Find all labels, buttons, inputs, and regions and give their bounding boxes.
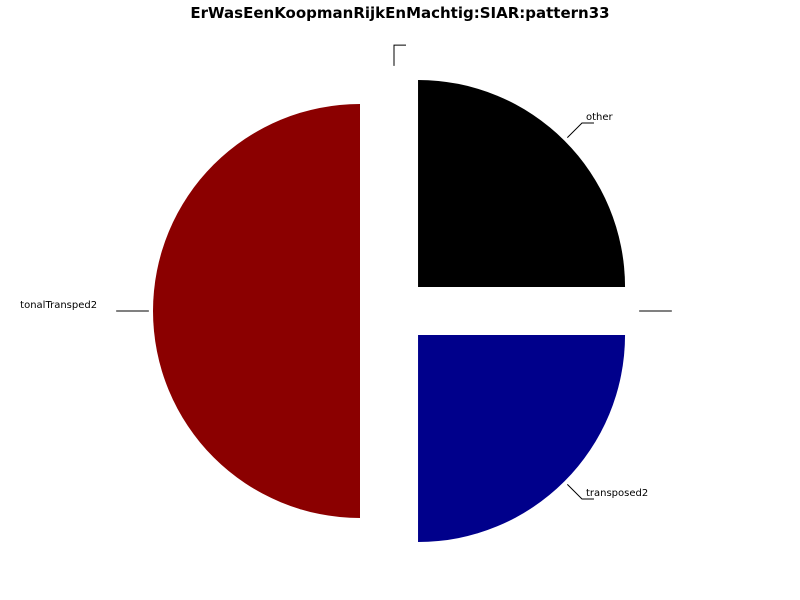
- leader-line-other: [566, 122, 594, 139]
- slice-label-transposed2: transposed2: [586, 488, 648, 499]
- slice-label-other: other: [586, 112, 614, 123]
- pie-labels: tonalTransped2 transposed2 other: [20, 44, 672, 500]
- chart-title: ErWasEenKoopmanRijkEnMachtig:SIAR:patter…: [190, 4, 609, 22]
- slice-label-tonaltransped2: tonalTransped2: [20, 300, 97, 311]
- pie-slices: [153, 79, 626, 543]
- leader-line-transposed2: [566, 483, 594, 500]
- pie-slice-tonaltransped2: [153, 104, 360, 518]
- pie-slice-other: [418, 79, 626, 287]
- leader-line-empty-0: [393, 44, 406, 66]
- pie-slice-transposed2: [418, 335, 626, 543]
